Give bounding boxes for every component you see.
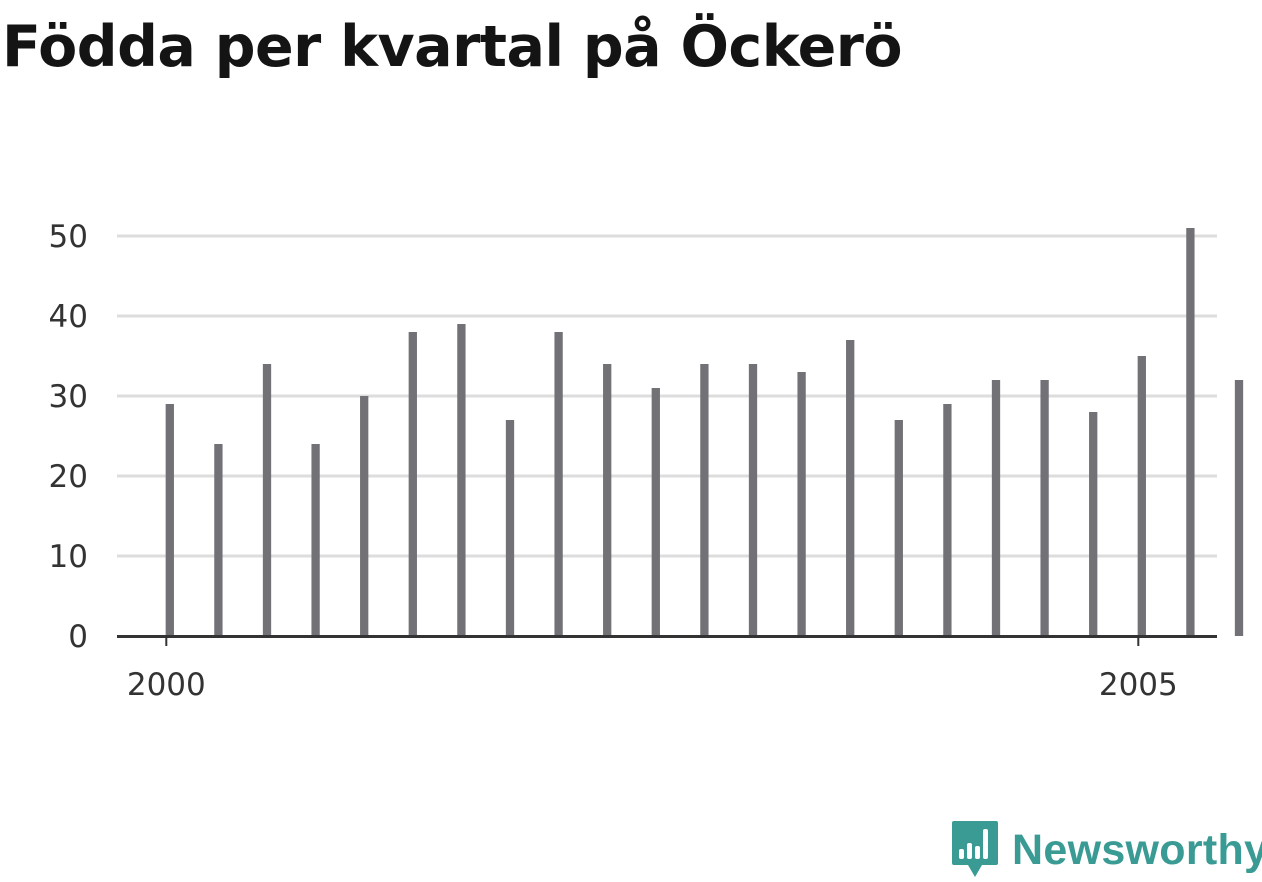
- bar-chart-speech-bubble-icon: [952, 821, 998, 877]
- bar: [1089, 412, 1098, 636]
- bar: [700, 364, 709, 636]
- bar: [1040, 380, 1049, 636]
- bar: [408, 332, 417, 636]
- y-tick-label: 10: [49, 539, 88, 575]
- bar: [894, 420, 903, 636]
- brand-name: Newsworthy: [1012, 825, 1262, 874]
- bar: [1137, 356, 1146, 636]
- x-tick-label: 2000: [127, 667, 206, 703]
- bar: [505, 420, 515, 636]
- bar: [748, 364, 758, 636]
- bar: [603, 364, 612, 636]
- bar: [797, 372, 806, 636]
- gridlines: [117, 234, 1217, 558]
- bar: [1186, 228, 1195, 636]
- bar: [846, 340, 855, 636]
- bar: [554, 332, 563, 636]
- x-axis-labels: 200020052010201520202025: [127, 636, 1178, 703]
- y-tick-label: 0: [68, 619, 88, 655]
- x-tick-label: 2005: [1099, 667, 1178, 703]
- bar: [943, 404, 952, 636]
- bar: [360, 396, 369, 636]
- newsworthy-logo: Newsworthy: [950, 818, 1262, 882]
- bar: [165, 404, 174, 636]
- bar: [991, 380, 1001, 636]
- y-axis-labels: 0 10 20 30 40 50: [49, 219, 88, 655]
- y-tick-label: 50: [49, 219, 88, 255]
- bar: [262, 364, 272, 636]
- bar: [214, 444, 223, 636]
- chart-title: Födda per kvartal på Öckerö: [2, 14, 903, 80]
- bar: [1234, 380, 1244, 636]
- bars: [165, 228, 1244, 636]
- bar: [651, 388, 660, 636]
- y-tick-label: 20: [49, 459, 88, 495]
- y-tick-label: 40: [49, 299, 88, 335]
- bar: [457, 324, 466, 636]
- bar: [311, 444, 320, 636]
- y-tick-label: 30: [49, 379, 88, 415]
